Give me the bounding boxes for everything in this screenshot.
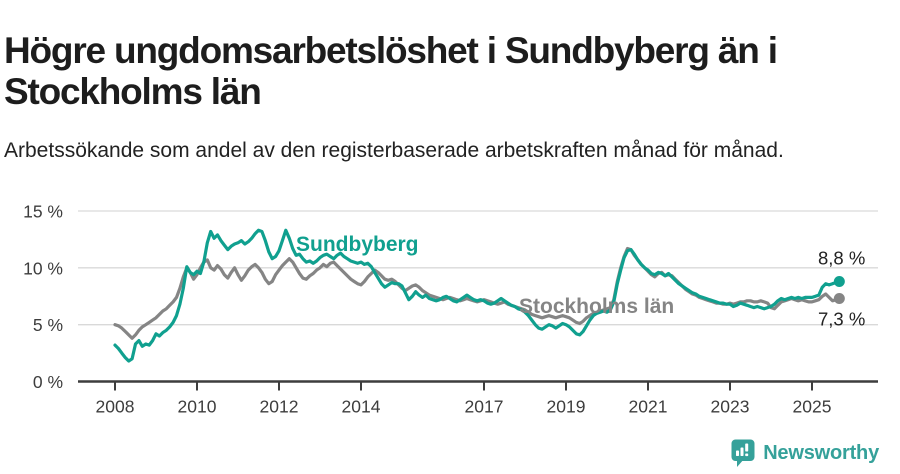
x-tick-label: 2014: [342, 397, 381, 417]
x-tick-label: 2008: [96, 397, 135, 417]
page-title: Högre ungdomsarbetslöshet i Sundbyberg ä…: [4, 29, 778, 112]
series-label-stockholms-lan: Stockholms län: [519, 295, 674, 318]
chart-canvas: 0 % 5 % 10 % 15 % 2008 2010 2012 2014 2017 2019 20…: [23, 202, 878, 417]
x-tick-label: 2010: [178, 397, 217, 417]
newsworthy-wordmark: Newsworthy: [763, 442, 879, 464]
end-value-label-stockholms-lan: 7,3 %: [818, 309, 865, 330]
end-dot-sundbyberg: [833, 275, 845, 287]
y-tick-label: 10 %: [23, 258, 63, 278]
newsworthy-badge-icon: [731, 439, 755, 467]
newsworthy-logo[interactable]: Newsworthy: [731, 439, 879, 468]
y-tick-label: 0 %: [33, 372, 63, 392]
x-tick-label: 2019: [547, 397, 586, 417]
x-tick-label: 2021: [629, 397, 668, 417]
y-tick-label: 5 %: [33, 315, 63, 335]
x-tick-label: 2023: [711, 397, 750, 417]
x-tick-label: 2025: [793, 397, 832, 417]
end-value-label-sundbyberg: 8,8 %: [818, 247, 865, 268]
chart-subtitle: Arbetssökande som andel av den registerb…: [4, 139, 784, 162]
y-tick-label: 15 %: [23, 202, 63, 222]
series-label-sundbyberg: Sundbyberg: [296, 233, 419, 256]
line-chart: 0 % 5 % 10 % 15 % 2008 2010 2012 2014 2017 2019 20…: [0, 195, 900, 425]
end-dot-stockholms-lan: [833, 293, 845, 305]
x-tick-label: 2017: [465, 397, 504, 417]
x-tick-label: 2012: [260, 397, 299, 417]
series-line-sundbyberg: [113, 228, 841, 363]
